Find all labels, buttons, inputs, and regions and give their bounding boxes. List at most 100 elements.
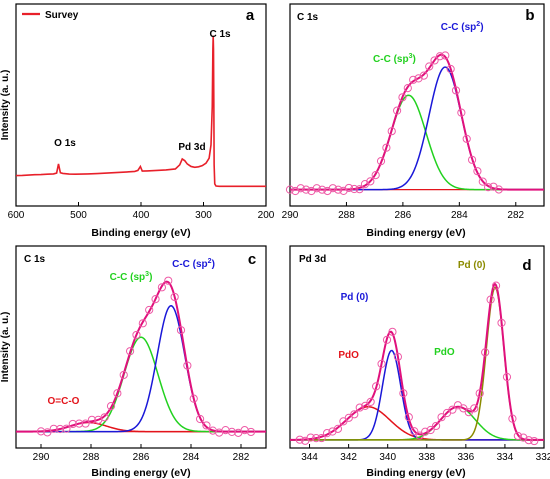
data-point — [399, 389, 408, 398]
data-points — [295, 281, 539, 446]
x-tick-label: 342 — [340, 452, 357, 463]
x-tick-label: 290 — [33, 452, 50, 463]
data-point — [55, 424, 65, 434]
data-point — [328, 427, 337, 436]
data-point — [404, 413, 413, 422]
x-tick-label: 290 — [282, 210, 299, 221]
data-point — [462, 134, 471, 143]
y-axis-label: Intensity (a. u.) — [0, 70, 11, 141]
peak-label-c1s: C 1s — [209, 29, 231, 40]
x-axis-label: Binding energy (eV) — [91, 227, 190, 239]
data-point — [426, 425, 435, 435]
data-point — [448, 405, 457, 414]
data-point — [497, 318, 506, 328]
data-point — [361, 401, 370, 410]
x-tick-label: 200 — [258, 210, 275, 221]
data-point — [459, 404, 468, 413]
x-tick-label: 400 — [133, 210, 150, 221]
data-point — [382, 143, 391, 152]
data-point — [366, 397, 375, 407]
data-point — [393, 106, 402, 115]
plot-frame — [289, 245, 545, 449]
data-point — [435, 52, 445, 61]
data-point — [227, 427, 237, 436]
data-points — [285, 51, 503, 196]
component-labels: C-C (sp3) C-C (sp2) — [373, 21, 484, 65]
x-tick-label: 282 — [233, 452, 250, 463]
x-tick-label: 332 — [536, 452, 550, 463]
data-point — [87, 415, 97, 424]
panel-title: Pd 3d — [299, 254, 326, 265]
data-point — [371, 171, 380, 180]
data-point — [355, 185, 364, 194]
data-point — [318, 185, 327, 194]
data-point — [502, 372, 512, 382]
data-point — [491, 281, 501, 290]
panel-title: C 1s — [297, 12, 319, 23]
panel-letter: b — [525, 7, 534, 24]
component-labels: PdO Pd (0) PdO Pd (0) — [338, 260, 485, 361]
data-point — [403, 84, 412, 93]
data-point — [473, 167, 482, 176]
data-point — [202, 421, 211, 430]
data-point — [410, 427, 419, 436]
x-tick-label: 288 — [83, 452, 100, 463]
x-tick-label: 334 — [497, 452, 514, 463]
panel-c1s-c: 290 288 286 284 282 C 1s c O=C-O C-C (sp3) C-C… — [0, 245, 267, 479]
panel-letter: c — [248, 251, 256, 268]
x-tick-label: 344 — [301, 452, 318, 463]
data-point — [106, 402, 116, 411]
x-axis-ticks: 290 288 286 284 282 — [282, 202, 525, 221]
data-point — [425, 62, 434, 71]
data-point — [301, 185, 311, 194]
panel-c1s-b: 290 288 286 284 282 C 1s b C-C (sp3) C-C (sp2… — [282, 3, 545, 239]
x-axis-label: Binding energy (eV) — [366, 467, 465, 479]
component-label: O=C-O — [48, 396, 80, 407]
x-tick-label: 282 — [507, 210, 524, 221]
panel-title: C 1s — [24, 254, 46, 265]
x-tick-label: 284 — [451, 210, 468, 221]
data-point — [530, 436, 539, 446]
data-points — [36, 276, 256, 437]
data-point — [513, 431, 522, 441]
x-tick-label: 288 — [338, 210, 355, 221]
data-point — [350, 184, 359, 194]
x-axis-label: Binding energy (eV) — [91, 467, 190, 479]
data-point — [467, 155, 477, 164]
data-point — [446, 64, 455, 74]
data-point — [415, 431, 424, 440]
data-point — [478, 177, 487, 186]
data-point — [409, 75, 418, 84]
data-point — [285, 185, 295, 194]
component-label: Pd (0) — [458, 260, 486, 271]
data-point — [49, 424, 58, 433]
data-point — [157, 283, 167, 292]
data-point — [43, 428, 52, 437]
data-point — [372, 382, 381, 391]
component-labels: O=C-O C-C (sp3) C-C (sp2) — [48, 258, 215, 407]
x-tick-label: 286 — [395, 210, 412, 221]
panel-letter: a — [246, 7, 255, 24]
data-point — [508, 414, 517, 423]
data-point — [145, 305, 154, 315]
data-point — [484, 183, 493, 192]
x-tick-label: 300 — [195, 210, 212, 221]
x-tick-label: 338 — [418, 452, 435, 463]
data-point — [100, 413, 109, 422]
data-point — [441, 51, 450, 60]
x-axis-ticks: 290 288 286 284 282 — [33, 444, 250, 463]
data-point — [475, 389, 484, 398]
data-point — [430, 56, 439, 65]
x-axis-ticks: 600 500 400 300 200 — [8, 202, 275, 221]
data-point — [138, 319, 147, 328]
data-point — [113, 389, 122, 398]
component-label: PdO — [338, 350, 359, 361]
data-point — [312, 434, 321, 443]
data-point — [366, 177, 375, 186]
data-point — [334, 185, 343, 194]
component-label: PdO — [434, 347, 455, 358]
data-point — [119, 370, 128, 380]
data-point — [388, 327, 397, 336]
component-label: Pd (0) — [341, 292, 369, 303]
